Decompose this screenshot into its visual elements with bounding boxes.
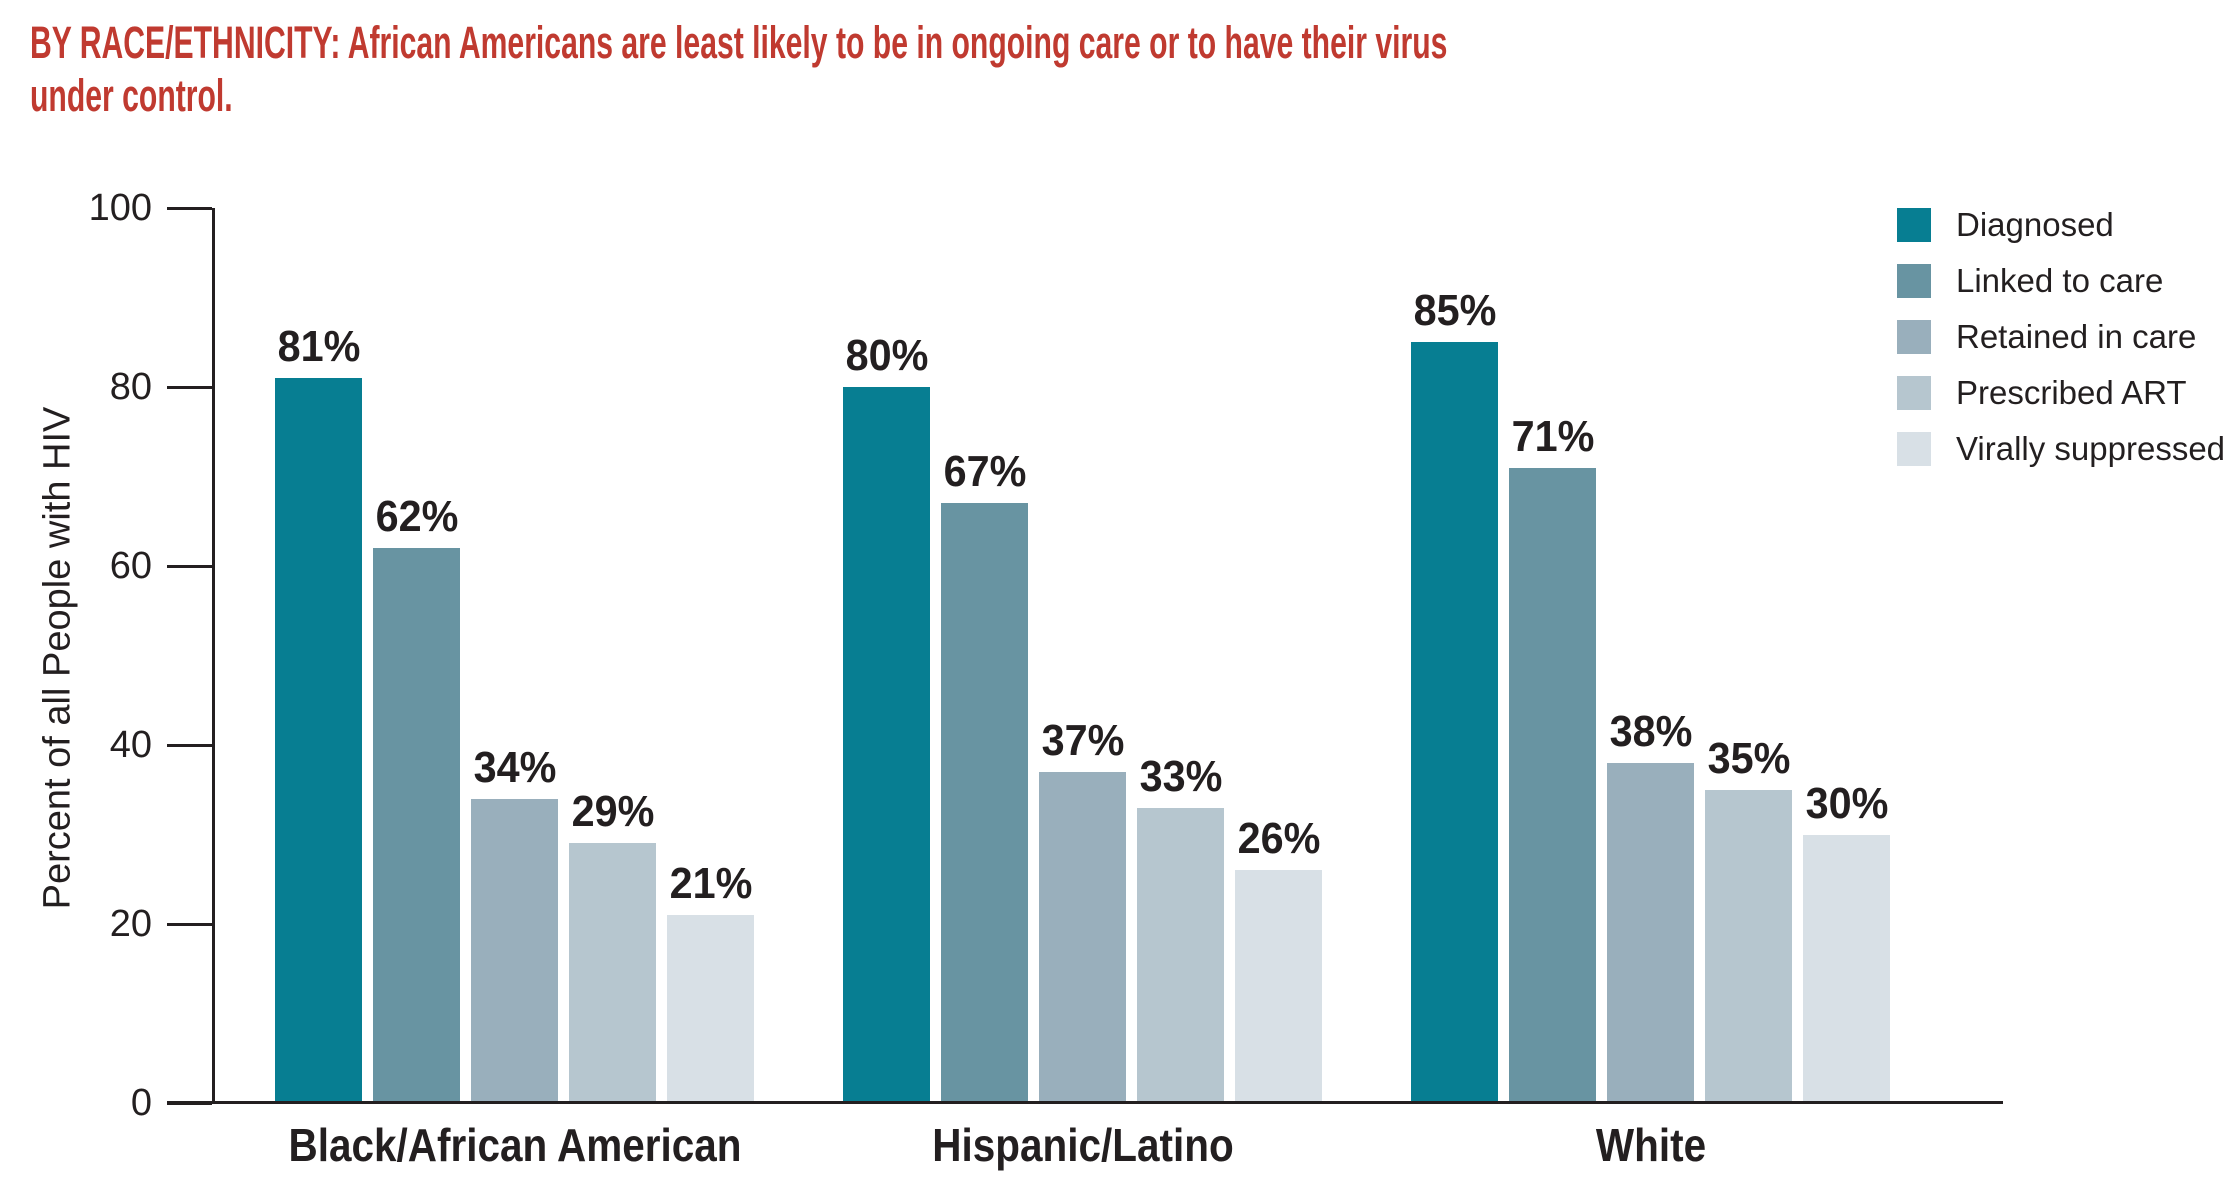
bar-value-diagnosed-white: 85% xyxy=(1413,286,1496,336)
legend-label-retained-in-care: Retained in care xyxy=(1956,318,2197,355)
bar-value-retained-in-care-hispanic-latino: 37% xyxy=(1041,715,1124,765)
bar-value-retained-in-care-white: 38% xyxy=(1609,706,1692,756)
bar-retained-in-care-hispanic-latino xyxy=(1039,771,1126,1103)
bar-retained-in-care-white xyxy=(1607,762,1694,1103)
legend: Diagnosed Linked to care Retained in care P… xyxy=(1897,208,2225,488)
bar-prescribed-art-hispanic-latino xyxy=(1137,807,1224,1103)
legend-item-virally-suppressed: Virally suppressed xyxy=(1897,432,2225,466)
bar-retained-in-care-black-african-american xyxy=(471,798,558,1103)
bar-virally-suppressed-hispanic-latino xyxy=(1235,870,1322,1103)
bar-value-prescribed-art-black-african-american: 29% xyxy=(571,787,654,837)
legend-swatch-retained-in-care xyxy=(1897,320,1931,354)
legend-swatch-virally-suppressed xyxy=(1897,432,1931,466)
y-axis-line xyxy=(212,208,215,1103)
legend-swatch-diagnosed xyxy=(1897,208,1931,242)
y-tick-label-40: 40 xyxy=(109,724,152,766)
bar-value-virally-suppressed-hispanic-latino: 26% xyxy=(1237,814,1320,864)
y-tick-mark-20 xyxy=(167,922,212,926)
x-axis-baseline xyxy=(167,1101,2003,1104)
category-label-white: White xyxy=(1595,1119,1706,1171)
bar-value-virally-suppressed-white: 30% xyxy=(1805,778,1888,828)
legend-swatch-linked-to-care xyxy=(1897,264,1931,298)
bar-diagnosed-white xyxy=(1411,342,1498,1103)
y-tick-label-0: 0 xyxy=(130,1082,152,1124)
legend-label-virally-suppressed: Virally suppressed xyxy=(1956,430,2226,467)
bar-virally-suppressed-white xyxy=(1803,834,1890,1103)
legend-swatch-prescribed-art xyxy=(1897,376,1931,410)
chart-title-line2: under control. xyxy=(30,70,233,122)
chart-title: BY RACE/ETHNICITY: African Americans are… xyxy=(30,16,1447,122)
y-tick-label-20: 20 xyxy=(109,903,152,945)
bar-prescribed-art-white xyxy=(1705,789,1792,1103)
bar-value-linked-to-care-hispanic-latino: 67% xyxy=(943,447,1026,497)
legend-item-retained-in-care: Retained in care xyxy=(1897,320,2225,354)
bar-prescribed-art-black-african-american xyxy=(569,843,656,1103)
legend-label-linked-to-care: Linked to care xyxy=(1956,262,2164,299)
bar-linked-to-care-black-african-american xyxy=(373,548,460,1103)
bar-value-prescribed-art-white: 35% xyxy=(1707,733,1790,783)
y-tick-mark-80 xyxy=(167,385,212,389)
bar-value-diagnosed-hispanic-latino: 80% xyxy=(845,331,928,380)
bar-linked-to-care-white xyxy=(1509,467,1596,1103)
legend-item-prescribed-art: Prescribed ART xyxy=(1897,376,2225,410)
y-axis-title: Percent of all People with HIV xyxy=(36,406,79,910)
legend-item-diagnosed: Diagnosed xyxy=(1897,208,2225,242)
bar-value-linked-to-care-white: 71% xyxy=(1511,411,1594,461)
legend-item-linked-to-care: Linked to care xyxy=(1897,264,2225,298)
legend-label-diagnosed: Diagnosed xyxy=(1956,206,2114,243)
y-tick-label-60: 60 xyxy=(109,545,152,587)
y-tick-label-100: 100 xyxy=(88,187,152,229)
bar-virally-suppressed-black-african-american xyxy=(667,915,754,1103)
bar-value-virally-suppressed-black-african-american: 21% xyxy=(669,859,752,909)
category-label-black-african-american: Black/African American xyxy=(288,1119,741,1171)
chart-title-line1: BY RACE/ETHNICITY: African Americans are… xyxy=(30,17,1448,68)
bar-diagnosed-black-african-american xyxy=(275,378,362,1103)
legend-label-prescribed-art: Prescribed ART xyxy=(1956,374,2187,411)
y-tick-label-80: 80 xyxy=(109,366,152,408)
bar-value-prescribed-art-hispanic-latino: 33% xyxy=(1139,751,1222,801)
bar-value-retained-in-care-black-african-american: 34% xyxy=(473,742,556,792)
category-label-hispanic-latino: Hispanic/Latino xyxy=(931,1119,1234,1171)
y-tick-mark-100 xyxy=(167,206,212,210)
bar-value-diagnosed-black-african-american: 81% xyxy=(277,322,360,372)
bar-diagnosed-hispanic-latino xyxy=(843,387,930,1103)
bar-linked-to-care-hispanic-latino xyxy=(941,503,1028,1103)
y-tick-mark-60 xyxy=(167,564,212,568)
plot-area: 0 20 40 60 80 100 81% 62% 34% 29% 21% 80% 67% 37% 33% 2… xyxy=(89,189,2003,1122)
y-tick-mark-40 xyxy=(167,743,212,747)
bar-value-linked-to-care-black-african-american: 62% xyxy=(375,492,458,542)
